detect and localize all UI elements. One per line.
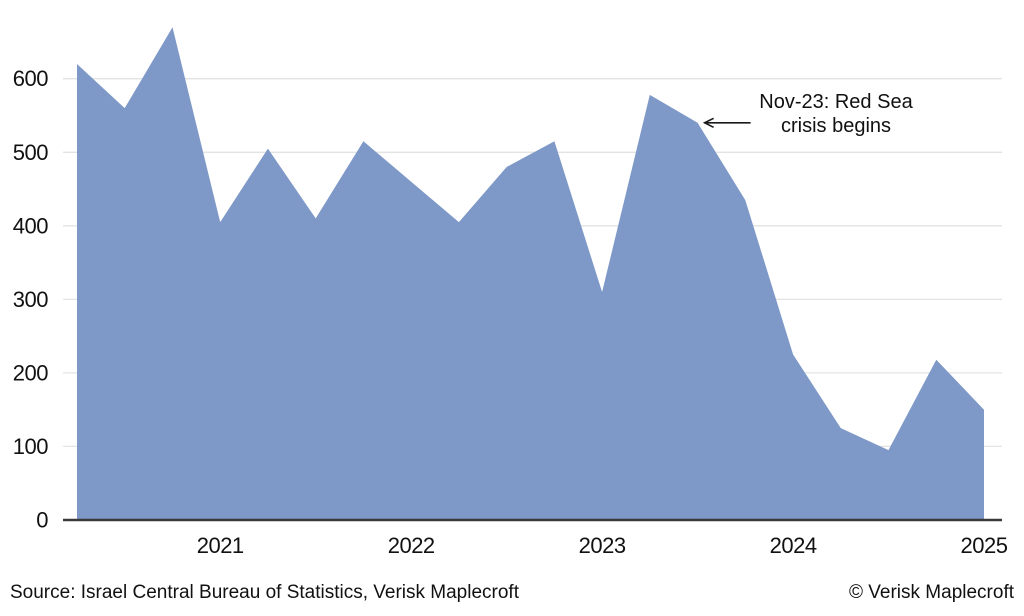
annotation-line1: Nov-23: Red Sea	[759, 91, 913, 113]
y-tick-label: 300	[13, 287, 48, 312]
x-tick-label: 2023	[579, 533, 626, 558]
y-tick-label: 200	[13, 360, 48, 385]
x-tick-label: 2022	[388, 533, 435, 558]
annotation-arrowhead	[702, 117, 714, 129]
annotation-label: Nov-23: Red Sea crisis begins	[731, 90, 941, 138]
y-tick-label: 0	[36, 508, 48, 533]
y-tick-label: 400	[13, 213, 48, 238]
y-tick-label: 100	[13, 434, 48, 459]
y-tick-label: 500	[13, 140, 48, 165]
annotation-line2: crisis begins	[780, 115, 892, 137]
x-tick-label: 2021	[197, 533, 244, 558]
x-tick-label: 2024	[770, 533, 817, 558]
x-tick-label: 2025	[961, 533, 1008, 558]
y-tick-label: 600	[13, 66, 48, 91]
copyright-note: © Verisk Maplecroft	[849, 582, 1014, 603]
source-note: Source: Israel Central Bureau of Statist…	[10, 582, 519, 603]
area-fill	[77, 27, 984, 520]
